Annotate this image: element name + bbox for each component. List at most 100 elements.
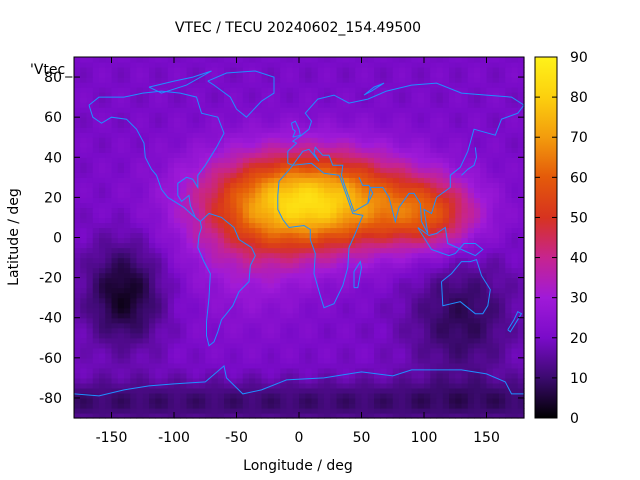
heatmap-cell xyxy=(499,352,506,359)
heatmap-cell xyxy=(155,197,163,203)
heatmap-cell xyxy=(99,372,106,379)
heatmap-cell xyxy=(280,127,288,133)
heatmap-cell xyxy=(374,82,381,88)
heatmap-cell xyxy=(299,217,306,224)
heatmap-cell xyxy=(305,192,313,198)
heatmap-cell xyxy=(511,252,519,259)
heatmap-cell xyxy=(130,347,138,354)
heatmap-cell xyxy=(342,72,350,78)
heatmap-cell xyxy=(505,362,513,369)
heatmap-cell xyxy=(455,97,463,103)
heatmap-cell xyxy=(467,267,475,274)
heatmap-cell xyxy=(355,87,363,93)
heatmap-cell xyxy=(92,92,100,98)
heatmap-cell xyxy=(86,67,94,73)
heatmap-cell xyxy=(511,177,519,183)
heatmap-cell xyxy=(174,367,181,374)
heatmap-cell xyxy=(105,102,113,108)
heatmap-cell xyxy=(305,247,313,254)
heatmap-cell xyxy=(230,142,238,148)
heatmap-cell xyxy=(392,292,400,299)
heatmap-cell xyxy=(280,272,288,279)
heatmap-cell xyxy=(136,177,144,183)
heatmap-cell xyxy=(205,82,213,88)
heatmap-cell xyxy=(317,392,325,399)
heatmap-cell xyxy=(180,277,188,284)
heatmap-cell xyxy=(411,207,419,214)
heatmap-cell xyxy=(455,232,463,239)
heatmap-cell xyxy=(124,367,131,374)
heatmap-cell xyxy=(361,317,369,324)
heatmap-cell xyxy=(367,312,375,319)
heatmap-cell xyxy=(111,72,119,78)
heatmap-cell xyxy=(511,207,519,214)
heatmap-cell xyxy=(424,197,431,203)
heatmap-cell xyxy=(417,92,425,98)
heatmap-cell xyxy=(330,397,338,404)
heatmap-cell xyxy=(311,212,319,219)
heatmap-cell xyxy=(80,322,88,329)
heatmap-cell xyxy=(424,397,431,404)
heatmap-cell xyxy=(105,157,113,163)
heatmap-cell xyxy=(199,322,206,329)
heatmap-cell xyxy=(186,207,194,214)
heatmap-cell xyxy=(224,217,231,224)
heatmap-cell xyxy=(492,217,500,224)
heatmap-cell xyxy=(124,132,131,138)
heatmap-cell xyxy=(280,262,288,269)
heatmap-cell xyxy=(342,122,350,128)
heatmap-cell xyxy=(374,87,381,93)
heatmap-cell xyxy=(130,297,138,304)
heatmap-cell xyxy=(367,357,375,364)
heatmap-cell xyxy=(317,357,325,364)
heatmap-cell xyxy=(99,107,106,113)
heatmap-cell xyxy=(367,247,375,254)
heatmap-cell xyxy=(417,392,425,399)
heatmap-cell xyxy=(80,157,88,163)
heatmap-cell xyxy=(267,242,275,249)
heatmap-cell xyxy=(361,117,369,123)
heatmap-cell xyxy=(292,272,300,279)
heatmap-cell xyxy=(505,182,513,188)
heatmap-cell xyxy=(249,362,256,369)
heatmap-cell xyxy=(449,137,456,143)
heatmap-cell xyxy=(217,192,225,198)
heatmap-cell xyxy=(424,72,431,78)
heatmap-cell xyxy=(199,107,206,113)
heatmap-cell xyxy=(86,92,94,98)
heatmap-cell xyxy=(405,87,413,93)
heatmap-cell xyxy=(292,397,300,404)
heatmap-cell xyxy=(330,287,338,294)
heatmap-cell xyxy=(255,377,263,384)
heatmap-cell xyxy=(117,397,125,404)
heatmap-cell xyxy=(324,117,331,123)
heatmap-cell xyxy=(92,202,100,209)
heatmap-cell xyxy=(92,372,100,379)
heatmap-cell xyxy=(392,402,400,409)
heatmap-cell xyxy=(274,407,281,414)
heatmap-cell xyxy=(242,97,250,103)
heatmap-cell xyxy=(324,82,331,88)
heatmap-cell xyxy=(249,412,256,419)
heatmap-cell xyxy=(180,167,188,173)
heatmap-cell xyxy=(392,307,400,314)
heatmap-cell xyxy=(99,182,106,188)
heatmap-cell xyxy=(74,252,81,259)
heatmap-cell xyxy=(217,342,225,349)
heatmap-cell xyxy=(224,282,231,289)
heatmap-cell xyxy=(186,77,194,83)
heatmap-cell xyxy=(105,182,113,188)
heatmap-cell xyxy=(386,217,394,224)
heatmap-cell xyxy=(461,82,469,88)
heatmap-cell xyxy=(249,167,256,173)
heatmap-cell xyxy=(80,182,88,188)
heatmap-cell xyxy=(305,402,313,409)
heatmap-cell xyxy=(517,377,525,384)
heatmap-cell xyxy=(130,132,138,138)
heatmap-cell xyxy=(255,277,263,284)
heatmap-cell xyxy=(286,107,294,113)
heatmap-cell xyxy=(374,342,381,349)
heatmap-cell xyxy=(405,147,413,153)
heatmap-cell xyxy=(455,127,463,133)
heatmap-cell xyxy=(430,357,438,364)
